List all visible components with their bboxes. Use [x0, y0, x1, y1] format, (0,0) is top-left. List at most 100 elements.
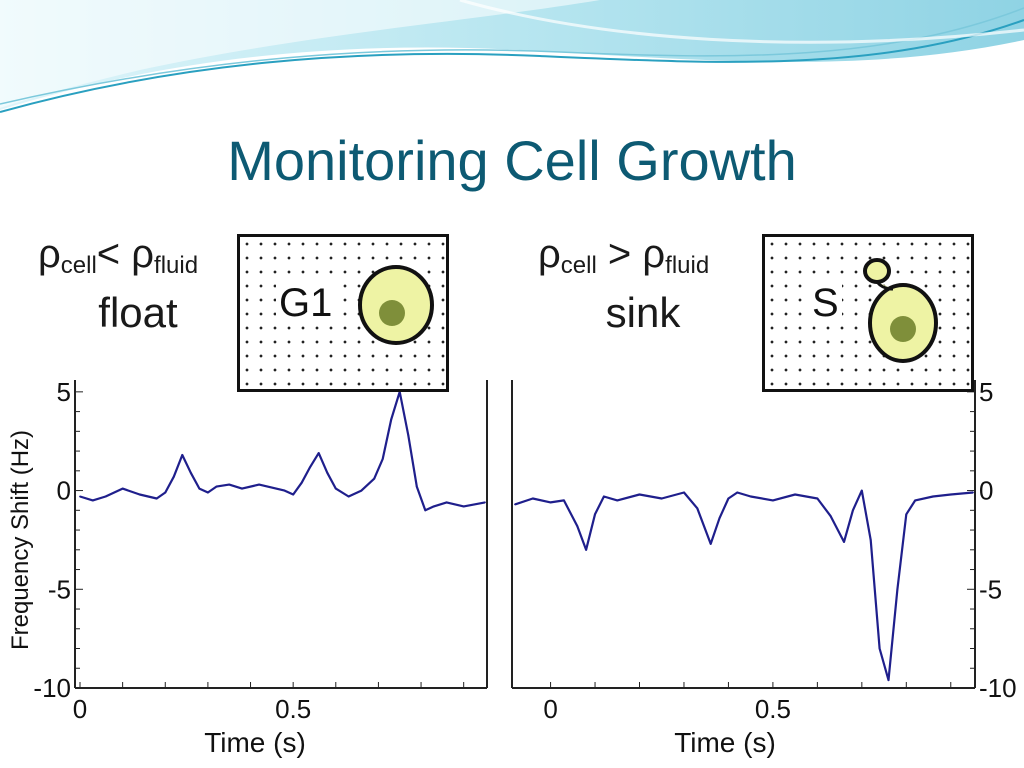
trace-point [736, 491, 739, 494]
float-label: float [98, 289, 178, 336]
budding-cell-icon [863, 258, 938, 363]
trace-point [326, 471, 329, 474]
trace-point [300, 481, 303, 484]
trace-point [563, 499, 565, 502]
y-tick-label: 5 [57, 377, 71, 407]
float-condition: ρcell< ρfluid float [38, 232, 238, 338]
trace-point [198, 487, 201, 490]
left-plot: 0 0.5 5 0 -5 -10 [33, 377, 488, 724]
frequency-trace-line [79, 390, 486, 512]
trace-point [292, 493, 295, 496]
trace-point [616, 499, 619, 502]
trace-point [514, 503, 516, 506]
trace-point [683, 491, 685, 494]
trace-point [121, 487, 124, 490]
trace-point [638, 493, 641, 496]
frequency-trace-line [514, 489, 974, 682]
s-phase-label: S [809, 281, 842, 326]
g1-cell-box: G1 [237, 234, 449, 392]
trace-point [155, 497, 158, 500]
y-tick-label: -5 [979, 574, 1002, 604]
trace-point [91, 499, 94, 502]
trace-point [138, 493, 141, 496]
trace-point [484, 501, 486, 504]
trace-point [241, 487, 243, 490]
trace-point [189, 471, 192, 474]
frequency-shift-figure: 0 0.5 5 0 -5 -10 0 0.5 5 0 -5 -10 Frequency Shift … [7, 377, 1017, 758]
trace-point [696, 507, 699, 510]
y-tick-label: 0 [979, 476, 993, 506]
trace-point [334, 487, 337, 490]
trace-point [914, 499, 917, 502]
trace-point [275, 487, 277, 490]
trace-point [531, 497, 534, 500]
g1-phase-label: G1 [276, 281, 336, 326]
trace-point [207, 491, 209, 494]
trace-point [164, 491, 167, 494]
trace-point [215, 485, 218, 488]
trace-point [360, 489, 363, 492]
s-cell-box: S [762, 234, 974, 392]
sink-label: sink [605, 289, 681, 336]
trace-point [843, 541, 845, 543]
trace-point [258, 483, 260, 486]
trace-point [829, 515, 832, 518]
slide-title: Monitoring Cell Growth [227, 129, 797, 192]
density-relation-sink: ρcell > ρfluid [538, 232, 710, 279]
trace-point [660, 497, 663, 500]
trace-point [949, 493, 952, 496]
x-tick-label: 0.5 [755, 694, 791, 724]
trace-point [462, 505, 465, 508]
y-axis-label: Frequency Shift (Hz) [7, 430, 34, 650]
trace-point [390, 418, 393, 421]
y-tick-label: -5 [48, 574, 71, 604]
header-wave-banner [0, 0, 1024, 113]
sink-condition: ρcell > ρfluid sink [538, 232, 748, 338]
trace-point [594, 513, 596, 516]
trace-point [860, 489, 863, 492]
trace-point [228, 483, 231, 486]
trace-point [549, 501, 552, 504]
trace-point [772, 499, 774, 502]
trace-point [381, 458, 384, 460]
x-axis-label-left: Time (s) [204, 727, 306, 758]
trace-point [794, 493, 796, 496]
trace-point [104, 495, 107, 498]
trace-point [603, 495, 605, 498]
trace-point [576, 525, 579, 527]
trace-point [181, 454, 184, 456]
y-tick-label: -10 [979, 673, 1017, 703]
trace-point [727, 497, 730, 500]
trace-point [852, 509, 854, 512]
y-tick-label: 0 [57, 476, 71, 506]
trace-point [407, 434, 410, 437]
trace-point [709, 543, 712, 545]
y-tick-label: 5 [979, 377, 993, 407]
trace-point [718, 517, 721, 520]
trace-point [816, 497, 819, 500]
trace-point [585, 548, 587, 551]
x-tick-label: 0 [543, 694, 557, 724]
trace-point [878, 647, 881, 650]
x-axis-label-right: Time (s) [674, 727, 776, 758]
x-tick-label: 0 [73, 694, 87, 724]
trace-point [445, 501, 448, 504]
trace-point [283, 489, 286, 492]
trace-point [432, 505, 435, 508]
trace-point [317, 452, 320, 454]
density-relation-float: ρcell< ρfluid [38, 232, 199, 279]
trace-point [172, 475, 175, 478]
trace-point [373, 477, 376, 480]
trace-point [905, 513, 908, 516]
trace-point [887, 679, 890, 681]
trace-point [309, 466, 312, 468]
x-tick-label: 0.5 [275, 694, 311, 724]
trace-point [424, 509, 427, 512]
g1-cell-icon [358, 265, 434, 345]
trace-point [932, 495, 934, 498]
trace-point [79, 495, 81, 498]
trace-point [896, 588, 899, 591]
trace-point [972, 491, 974, 494]
trace-point [869, 539, 872, 541]
right-plot: 0 0.5 5 0 -5 -10 [511, 377, 1017, 724]
